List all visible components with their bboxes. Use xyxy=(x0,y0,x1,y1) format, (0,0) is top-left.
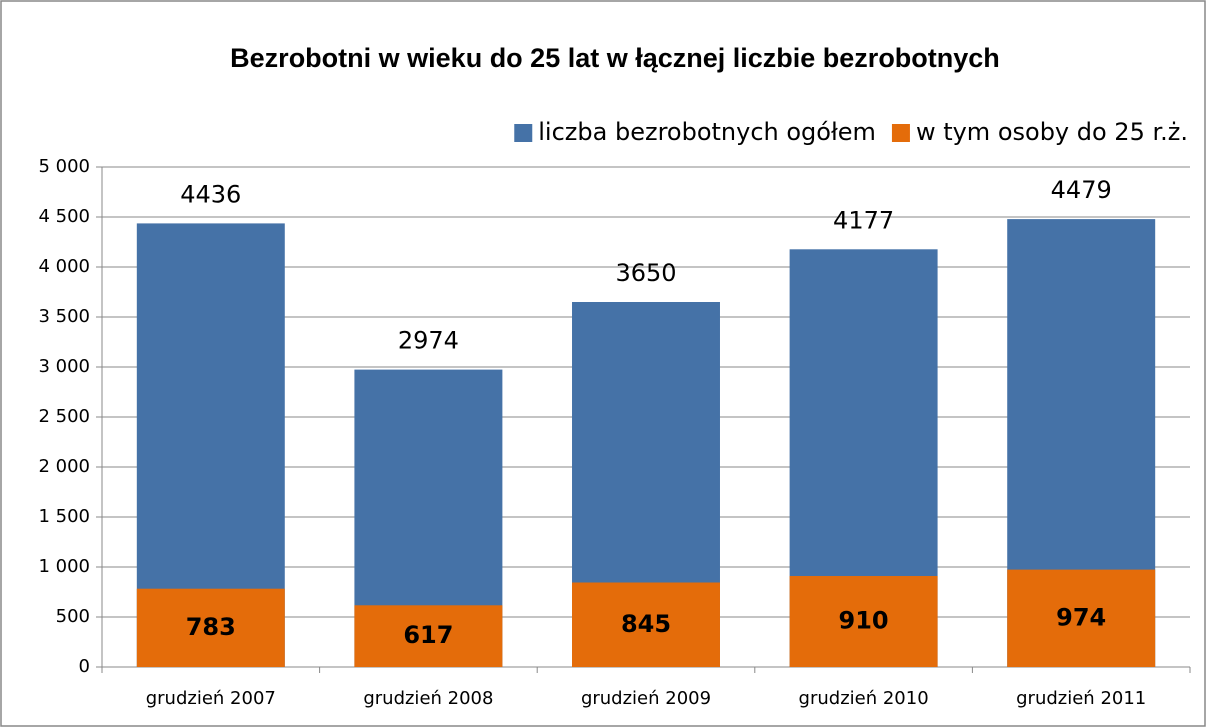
y-tick-label: 4 000 xyxy=(38,256,90,277)
y-tick-label: 0 xyxy=(79,656,90,677)
data-label: 974 xyxy=(1056,603,1106,631)
chart-title: Bezrobotni w wieku do 25 lat w łącznej l… xyxy=(230,43,1000,73)
x-tick-label: grudzień 2007 xyxy=(146,688,276,709)
legend-label: liczba bezrobotnych ogółem xyxy=(538,118,876,146)
x-tick-label: grudzień 2008 xyxy=(363,688,493,709)
legend-swatch xyxy=(514,124,533,142)
data-label: 3650 xyxy=(615,259,676,287)
y-tick-label: 3 500 xyxy=(38,306,90,327)
data-label: 4479 xyxy=(1051,176,1112,204)
y-tick-label: 2 500 xyxy=(38,406,90,427)
y-tick-label: 4 500 xyxy=(38,206,90,227)
x-tick-label: grudzień 2011 xyxy=(1016,688,1146,709)
bar xyxy=(572,582,720,667)
data-label: 910 xyxy=(839,607,889,635)
x-tick-label: grudzień 2010 xyxy=(799,688,929,709)
data-label: 845 xyxy=(621,610,671,638)
x-tick-label: grudzień 2009 xyxy=(581,688,711,709)
data-label: 783 xyxy=(186,613,236,641)
y-tick-label: 3 000 xyxy=(38,356,90,377)
data-label: 4436 xyxy=(180,180,241,208)
y-tick-label: 1 000 xyxy=(38,556,90,577)
bar xyxy=(354,605,503,667)
bar xyxy=(1007,569,1156,667)
bar xyxy=(789,576,938,667)
data-label: 2974 xyxy=(398,327,459,355)
y-tick-label: 5 000 xyxy=(38,156,90,177)
y-tick-label: 2 000 xyxy=(38,456,90,477)
data-label: 617 xyxy=(403,621,453,649)
y-tick-label: 500 xyxy=(56,606,90,627)
data-label: 4177 xyxy=(833,206,894,234)
legend-label: w tym osoby do 25 r.ż. xyxy=(916,118,1188,146)
y-tick-label: 1 500 xyxy=(38,506,90,527)
bar xyxy=(136,588,285,667)
legend-swatch xyxy=(891,124,910,142)
